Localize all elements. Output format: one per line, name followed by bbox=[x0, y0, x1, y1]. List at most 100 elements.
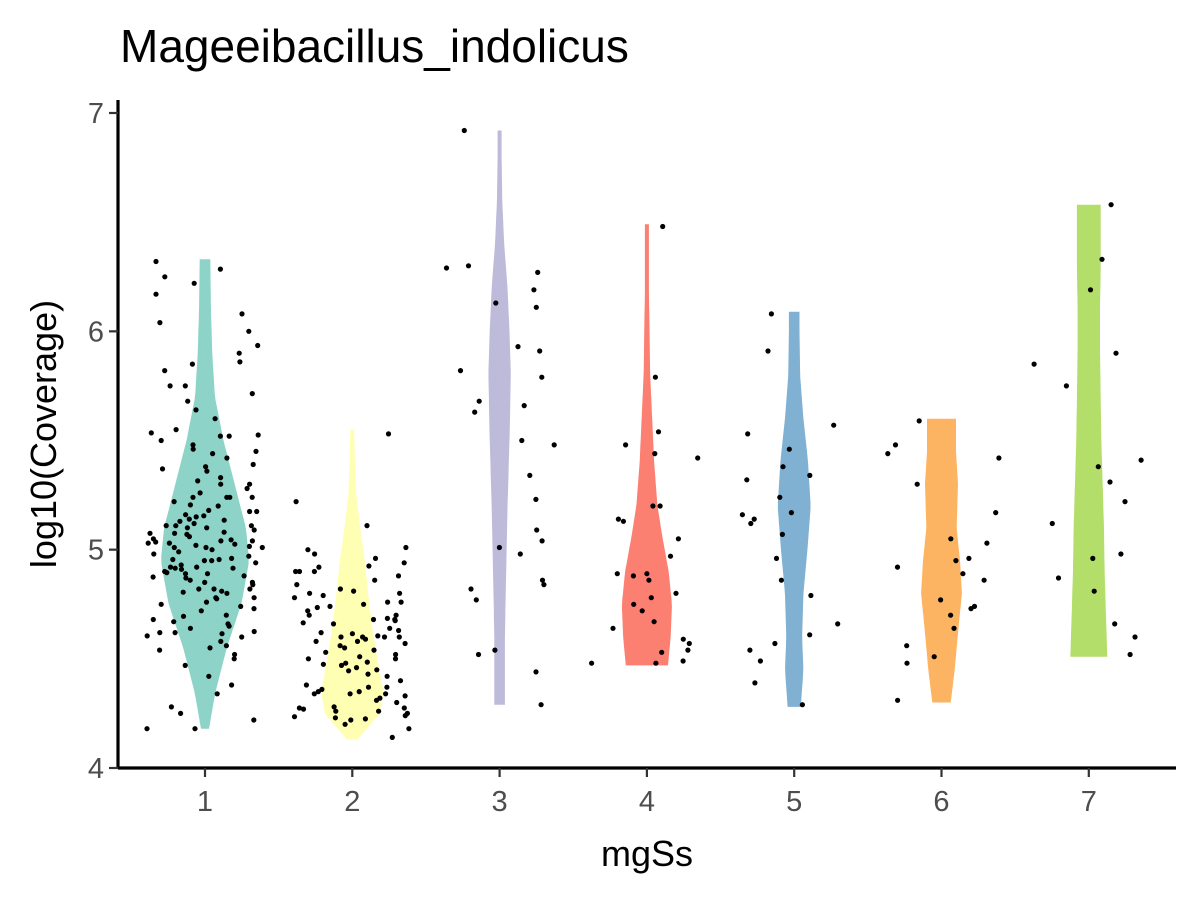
data-point-1 bbox=[203, 464, 209, 470]
data-point-5 bbox=[808, 592, 814, 599]
data-point-1 bbox=[239, 634, 245, 640]
data-point-4 bbox=[653, 660, 659, 666]
data-point-1 bbox=[178, 710, 184, 717]
data-point-1 bbox=[178, 562, 184, 568]
data-point-1 bbox=[191, 280, 197, 286]
data-point-1 bbox=[187, 625, 193, 631]
data-point-1 bbox=[221, 517, 227, 523]
data-point-2 bbox=[396, 634, 402, 640]
data-point-7 bbox=[1112, 621, 1118, 627]
data-point-4 bbox=[639, 608, 645, 614]
data-point-1 bbox=[229, 555, 235, 562]
data-point-2 bbox=[381, 634, 388, 640]
data-point-1 bbox=[173, 427, 179, 433]
data-point-4 bbox=[680, 636, 686, 642]
data-point-4 bbox=[644, 571, 650, 577]
data-point-6 bbox=[953, 558, 959, 564]
data-point-1 bbox=[185, 398, 191, 404]
data-point-1 bbox=[247, 586, 253, 592]
data-point-2 bbox=[296, 705, 302, 711]
data-point-1 bbox=[193, 514, 199, 520]
data-point-1 bbox=[183, 512, 189, 518]
data-point-2 bbox=[362, 636, 369, 642]
data-point-2 bbox=[311, 691, 317, 697]
data-point-3 bbox=[539, 538, 545, 544]
data-point-6 bbox=[960, 571, 966, 577]
data-point-1 bbox=[204, 571, 211, 577]
data-point-1 bbox=[151, 551, 157, 557]
data-point-1 bbox=[247, 481, 253, 487]
data-point-1 bbox=[251, 595, 257, 601]
data-point-7 bbox=[1122, 499, 1128, 505]
data-point-5 bbox=[780, 464, 786, 470]
data-point-1 bbox=[215, 503, 221, 509]
data-point-2 bbox=[311, 568, 317, 575]
data-point-3 bbox=[533, 496, 539, 502]
data-point-4 bbox=[610, 625, 616, 631]
data-point-2 bbox=[338, 662, 345, 669]
x-tick-label: 7 bbox=[1081, 786, 1097, 818]
data-point-1 bbox=[150, 574, 156, 580]
data-point-1 bbox=[216, 556, 222, 563]
data-point-4 bbox=[685, 647, 691, 653]
data-point-2 bbox=[293, 499, 299, 505]
data-point-1 bbox=[182, 662, 188, 669]
data-point-4 bbox=[631, 601, 637, 607]
data-point-1 bbox=[253, 560, 259, 566]
data-point-1 bbox=[157, 647, 163, 653]
data-point-5 bbox=[773, 555, 780, 562]
data-point-6 bbox=[916, 418, 922, 424]
data-point-3 bbox=[493, 300, 499, 306]
data-point-3 bbox=[476, 398, 482, 404]
data-point-2 bbox=[300, 620, 306, 626]
data-point-6 bbox=[951, 625, 957, 631]
data-point-3 bbox=[537, 348, 543, 354]
data-point-2 bbox=[354, 638, 361, 645]
data-point-6 bbox=[948, 612, 954, 618]
data-point-2 bbox=[365, 684, 372, 690]
data-point-4 bbox=[589, 660, 595, 666]
data-point-3 bbox=[541, 582, 547, 588]
data-point-1 bbox=[247, 508, 253, 515]
data-point-4 bbox=[623, 442, 629, 448]
data-point-1 bbox=[176, 549, 182, 555]
data-point-1 bbox=[182, 383, 188, 389]
data-point-1 bbox=[232, 541, 238, 547]
data-point-1 bbox=[173, 523, 179, 529]
x-axis-title: mgSs bbox=[601, 833, 693, 874]
y-axis-title: log10(Coverage) bbox=[23, 300, 64, 568]
data-point-4 bbox=[673, 590, 679, 596]
data-point-2 bbox=[385, 431, 392, 437]
data-point-1 bbox=[187, 577, 193, 583]
data-point-1 bbox=[171, 544, 177, 551]
data-point-1 bbox=[177, 518, 183, 524]
data-point-4 bbox=[675, 536, 682, 542]
data-point-2 bbox=[342, 721, 348, 727]
data-point-2 bbox=[395, 573, 402, 579]
data-point-1 bbox=[196, 586, 202, 592]
data-point-1 bbox=[164, 570, 170, 576]
data-point-4 bbox=[660, 223, 666, 230]
data-point-1 bbox=[223, 643, 229, 649]
data-point-1 bbox=[144, 633, 150, 639]
data-point-4 bbox=[655, 429, 662, 435]
data-point-2 bbox=[346, 668, 352, 674]
data-point-6 bbox=[904, 643, 910, 649]
data-point-1 bbox=[180, 613, 187, 619]
data-point-1 bbox=[218, 538, 224, 544]
data-point-7 bbox=[1113, 350, 1119, 356]
data-point-7 bbox=[1095, 464, 1101, 470]
data-point-3 bbox=[539, 577, 546, 583]
data-point-5 bbox=[744, 477, 750, 483]
data-point-1 bbox=[144, 726, 150, 732]
data-point-1 bbox=[255, 342, 261, 349]
x-tick-label: 5 bbox=[786, 786, 802, 818]
data-point-1 bbox=[206, 673, 212, 679]
data-point-1 bbox=[203, 599, 210, 605]
data-point-1 bbox=[157, 630, 163, 636]
data-point-4 bbox=[646, 577, 652, 583]
data-point-1 bbox=[207, 645, 213, 651]
data-point-2 bbox=[293, 568, 299, 575]
data-point-7 bbox=[1118, 551, 1124, 557]
data-point-6 bbox=[971, 603, 978, 610]
